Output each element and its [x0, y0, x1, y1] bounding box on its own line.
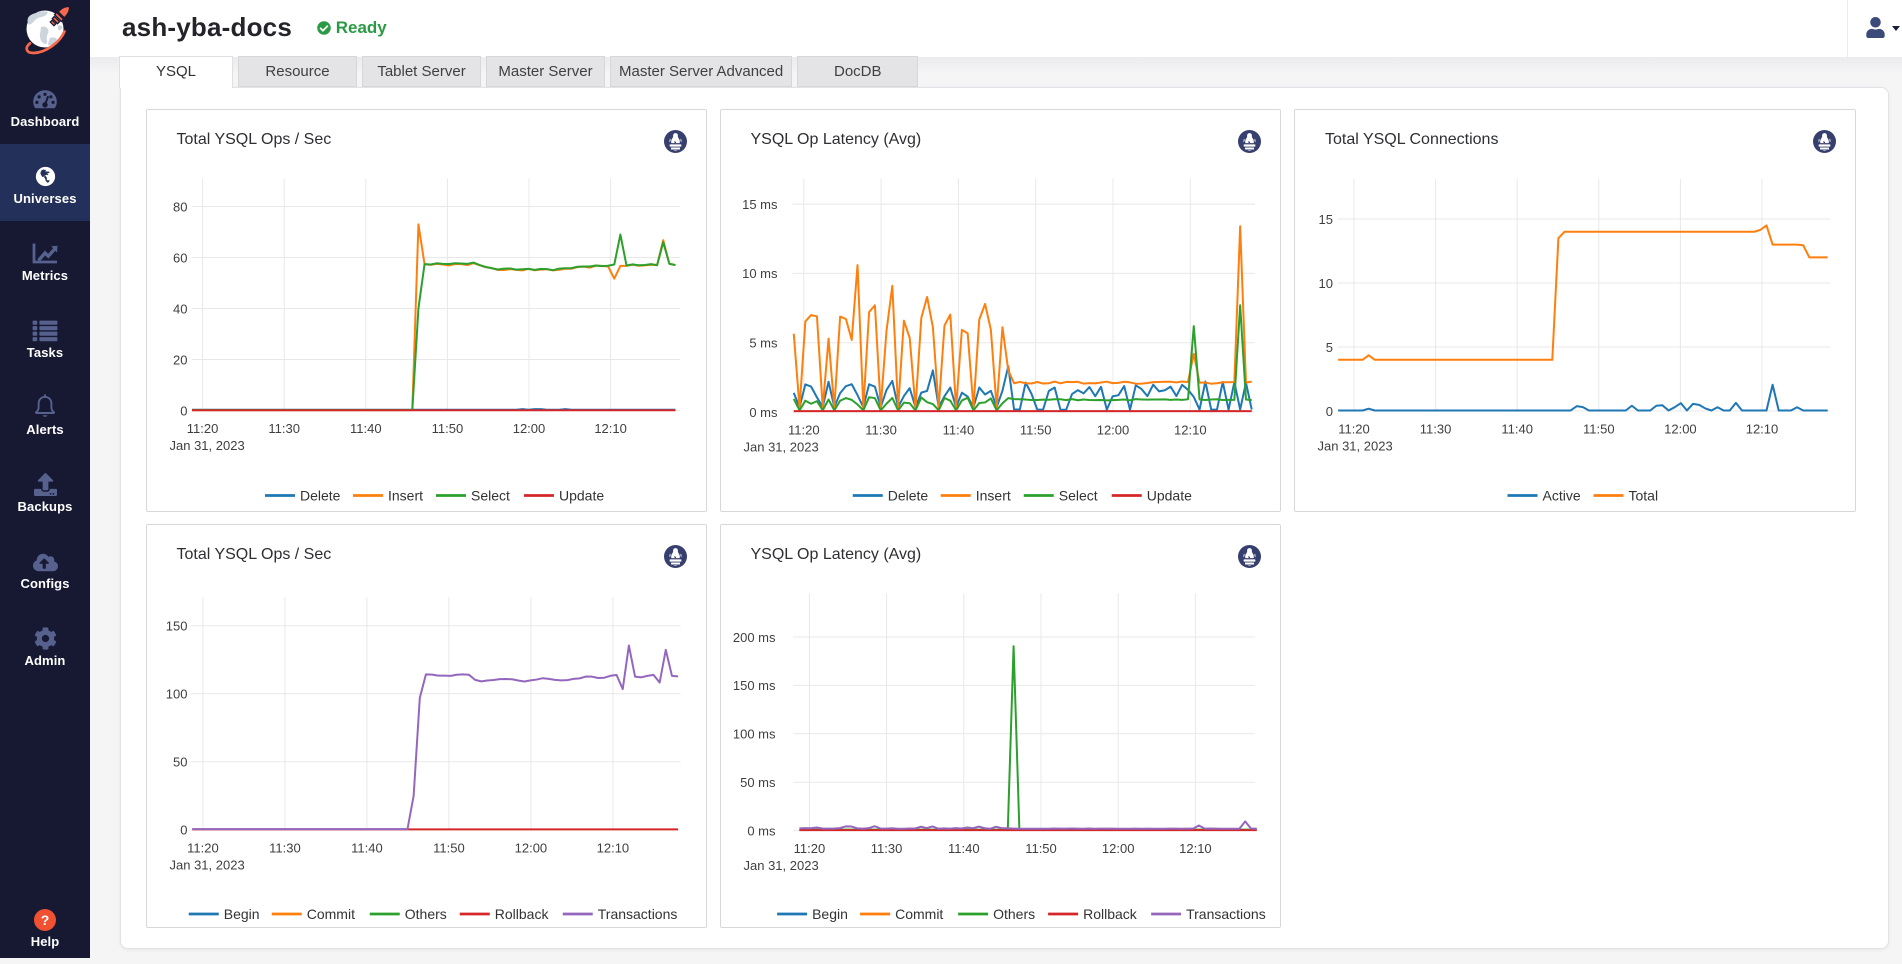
svg-text:Insert: Insert — [388, 487, 423, 503]
svg-text:5: 5 — [1326, 340, 1333, 355]
svg-text:Jan 31, 2023: Jan 31, 2023 — [169, 438, 244, 453]
svg-text:12:00: 12:00 — [512, 421, 545, 436]
svg-text:200 ms: 200 ms — [732, 629, 775, 644]
svg-text:12:10: 12:10 — [594, 421, 627, 436]
svg-text:11:50: 11:50 — [1019, 423, 1051, 438]
svg-text:Commit: Commit — [895, 905, 943, 921]
svg-text:12:00: 12:00 — [1096, 423, 1129, 438]
svg-text:Commit: Commit — [306, 905, 354, 921]
svg-text:10: 10 — [1319, 276, 1333, 291]
svg-text:11:30: 11:30 — [870, 841, 902, 856]
svg-text:5 ms: 5 ms — [749, 336, 778, 351]
svg-text:11:50: 11:50 — [1025, 841, 1057, 856]
svg-text:Rollback: Rollback — [1083, 905, 1138, 921]
svg-text:Jan 31, 2023: Jan 31, 2023 — [743, 858, 818, 873]
svg-text:11:30: 11:30 — [269, 840, 301, 855]
svg-text:11:30: 11:30 — [1420, 422, 1452, 437]
svg-text:11:20: 11:20 — [186, 421, 218, 436]
svg-text:11:40: 11:40 — [350, 421, 382, 436]
svg-text:Update: Update — [1146, 487, 1191, 503]
svg-text:Jan 31, 2023: Jan 31, 2023 — [169, 857, 244, 872]
svg-text:12:10: 12:10 — [1746, 422, 1779, 437]
svg-text:Begin: Begin — [223, 905, 259, 921]
svg-text:11:40: 11:40 — [948, 841, 980, 856]
svg-text:11:20: 11:20 — [793, 841, 825, 856]
svg-text:12:10: 12:10 — [596, 840, 629, 855]
svg-text:10 ms: 10 ms — [742, 266, 778, 281]
svg-text:0: 0 — [1326, 404, 1333, 419]
svg-text:Transactions: Transactions — [1186, 905, 1266, 921]
svg-text:11:30: 11:30 — [268, 421, 300, 436]
svg-text:15 ms: 15 ms — [742, 197, 778, 212]
svg-text:12:10: 12:10 — [1174, 423, 1207, 438]
svg-text:?: ? — [41, 912, 50, 928]
svg-text:11:30: 11:30 — [865, 423, 897, 438]
svg-text:11:20: 11:20 — [187, 840, 219, 855]
svg-text:11:20: 11:20 — [788, 423, 820, 438]
svg-text:Begin: Begin — [812, 905, 848, 921]
svg-text:12:00: 12:00 — [1664, 422, 1697, 437]
svg-text:Total: Total — [1629, 487, 1659, 503]
svg-text:Transactions: Transactions — [597, 905, 677, 921]
svg-text:Jan 31, 2023: Jan 31, 2023 — [743, 440, 818, 455]
svg-text:80: 80 — [173, 199, 187, 214]
svg-text:40: 40 — [173, 301, 187, 316]
svg-text:11:50: 11:50 — [433, 840, 465, 855]
svg-text:Update: Update — [559, 487, 604, 503]
svg-text:Others: Others — [993, 905, 1035, 921]
svg-text:11:40: 11:40 — [1501, 422, 1533, 437]
svg-text:Delete: Delete — [300, 487, 341, 503]
svg-text:Jan 31, 2023: Jan 31, 2023 — [1318, 439, 1393, 454]
svg-text:Insert: Insert — [975, 487, 1010, 503]
svg-text:50 ms: 50 ms — [740, 775, 776, 790]
svg-text:60: 60 — [173, 250, 187, 265]
svg-text:12:00: 12:00 — [514, 840, 547, 855]
svg-text:11:40: 11:40 — [942, 423, 974, 438]
svg-text:Others: Others — [404, 905, 446, 921]
svg-text:11:20: 11:20 — [1338, 422, 1370, 437]
svg-text:12:00: 12:00 — [1101, 841, 1134, 856]
svg-text:0: 0 — [180, 822, 187, 837]
svg-text:Delete: Delete — [887, 487, 928, 503]
svg-text:Select: Select — [471, 487, 510, 503]
svg-text:0: 0 — [180, 403, 187, 418]
svg-text:150: 150 — [165, 618, 187, 633]
svg-text:Select: Select — [1058, 487, 1097, 503]
svg-text:Active: Active — [1543, 487, 1581, 503]
svg-text:0 ms: 0 ms — [749, 405, 778, 420]
svg-text:15: 15 — [1319, 212, 1333, 227]
svg-text:20: 20 — [173, 352, 187, 367]
svg-text:11:50: 11:50 — [1583, 422, 1615, 437]
svg-text:11:50: 11:50 — [431, 421, 463, 436]
svg-text:100 ms: 100 ms — [732, 726, 775, 741]
svg-text:11:40: 11:40 — [351, 840, 383, 855]
svg-text:12:10: 12:10 — [1179, 841, 1212, 856]
svg-text:50: 50 — [173, 754, 187, 769]
svg-text:100: 100 — [165, 686, 187, 701]
svg-text:0 ms: 0 ms — [747, 823, 776, 838]
svg-text:Rollback: Rollback — [494, 905, 549, 921]
svg-text:150 ms: 150 ms — [732, 678, 775, 693]
